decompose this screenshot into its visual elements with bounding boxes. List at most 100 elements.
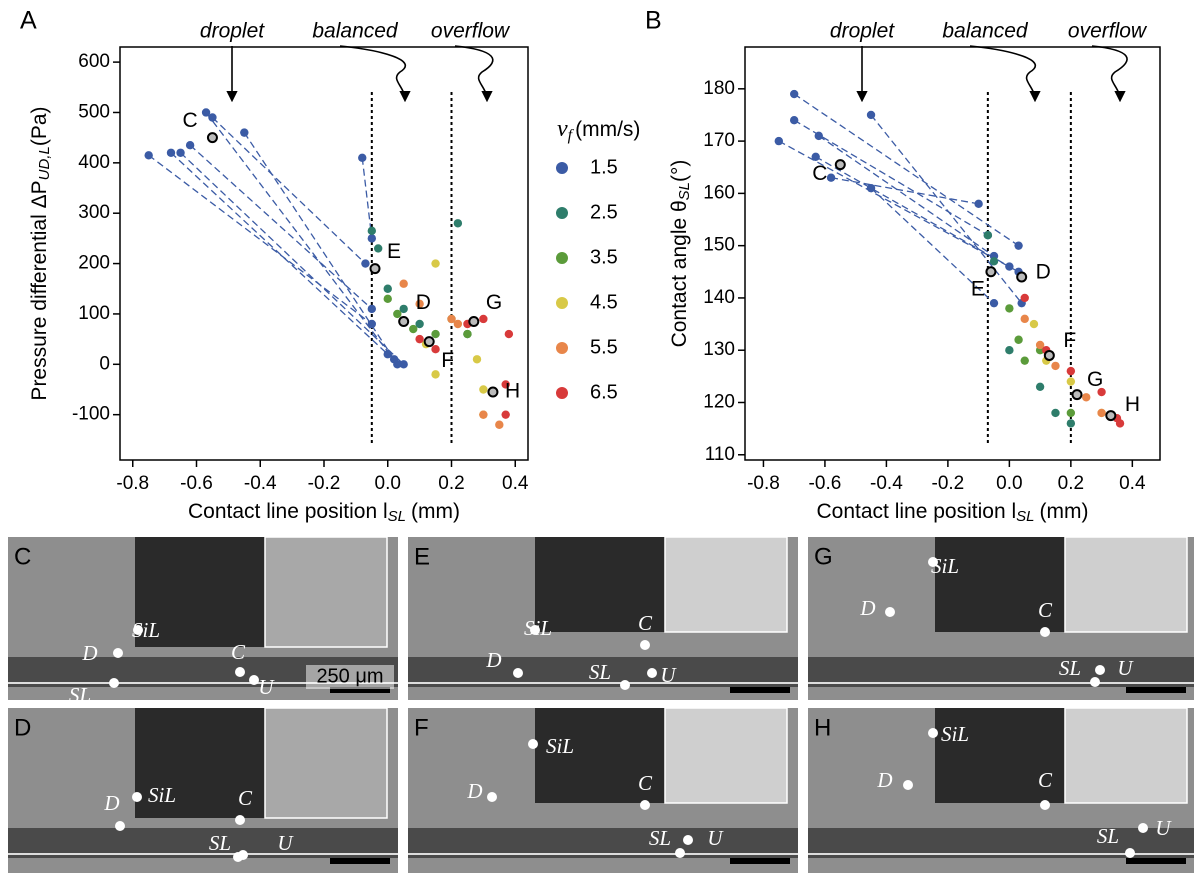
data-point <box>415 299 424 309</box>
scale-bar <box>1126 858 1186 864</box>
highlight-point <box>1071 389 1083 401</box>
image-panel: F D SiL C SL U <box>408 707 798 873</box>
data-point <box>361 259 370 268</box>
data-point <box>1066 419 1076 428</box>
data-point <box>453 319 463 329</box>
data-point <box>1051 361 1060 371</box>
image-panel: D D SiL C SL U <box>8 707 398 873</box>
scale-label: 250 μm <box>316 665 383 687</box>
x-tick-label: -0.4 <box>870 473 903 494</box>
data-point <box>144 151 153 160</box>
tag-label: D <box>103 791 119 815</box>
y-tick-label: 140 <box>703 287 735 308</box>
tag-dot <box>132 792 142 802</box>
tag-dot <box>683 835 693 845</box>
data-point <box>431 259 440 268</box>
tag-label: C <box>1038 598 1053 622</box>
tag-label: SL <box>1059 656 1081 680</box>
tag-dot <box>675 848 685 858</box>
y-label-sub: SL <box>676 182 693 200</box>
tag-dot <box>528 739 538 749</box>
tag-label: SiL <box>931 554 959 578</box>
scale-bar <box>730 687 790 693</box>
highlight-label: E <box>387 240 401 263</box>
y-label-unit: (°) <box>668 160 691 182</box>
annotation: droplet <box>830 20 895 43</box>
x-label-sub: SL <box>388 508 406 525</box>
plot-frame <box>744 46 1161 461</box>
silicon-block-light <box>1064 707 1188 804</box>
data-point <box>811 152 820 161</box>
legend-title-v: v <box>557 116 568 142</box>
image-panel: H D SiL C SL U <box>808 707 1194 873</box>
tag-label: SiL <box>132 618 160 642</box>
data-point <box>1035 340 1045 350</box>
data-point <box>826 173 836 182</box>
label-bg <box>8 537 38 571</box>
data-point <box>479 410 488 419</box>
panel-label: G <box>814 543 833 570</box>
highlight-point <box>985 266 997 278</box>
silicon-block <box>135 537 265 647</box>
highlight-label: F <box>441 349 454 372</box>
tag-dot <box>928 557 938 567</box>
highlight-point <box>1043 349 1055 361</box>
highlight-label: G <box>1087 368 1103 391</box>
annotation: overflow <box>431 20 511 43</box>
legend-label: 1.5 <box>590 156 618 178</box>
data-point <box>1020 293 1029 303</box>
x-tick-label: -0.2 <box>932 473 965 494</box>
legend-marker <box>556 207 568 219</box>
tag-label: U <box>660 663 677 687</box>
x-tick-label: -0.4 <box>244 473 277 494</box>
tag-dot <box>928 728 938 738</box>
tag-dot <box>640 640 650 650</box>
connector <box>189 144 373 310</box>
label-bg <box>8 708 38 742</box>
tag-label: C <box>638 771 653 795</box>
scale-bar <box>730 858 790 864</box>
panel-label: F <box>414 714 429 741</box>
label-bg <box>408 708 438 742</box>
data-point <box>208 113 217 122</box>
y-label-sub: UD,L <box>36 146 53 180</box>
legend-label: 2.5 <box>590 201 618 223</box>
legend-title-unit: (mm/s) <box>575 118 640 141</box>
data-point <box>501 410 510 419</box>
highlight-label: D <box>416 291 431 314</box>
silicon-block <box>935 708 1065 803</box>
silicon-block-light <box>264 707 388 819</box>
data-point <box>399 279 408 288</box>
data-point <box>1005 304 1014 313</box>
tag-dot <box>115 821 125 831</box>
highlight-point <box>398 315 410 327</box>
data-point <box>185 141 195 150</box>
connector <box>870 114 1023 304</box>
label-bg <box>808 537 838 571</box>
data-point <box>393 309 402 319</box>
data-point <box>415 319 424 329</box>
highlight-label: F <box>1063 329 1076 352</box>
silicon-block <box>935 537 1065 632</box>
y-axis-label: Pressure differential ΔPUD,L(Pa) <box>28 106 53 400</box>
legend-label: 3.5 <box>590 246 618 268</box>
annotation-arrow <box>1091 45 1128 103</box>
panel-label: D <box>14 714 31 741</box>
data-point <box>989 257 999 266</box>
data-point <box>1066 408 1076 418</box>
silicon-block-light <box>664 707 788 804</box>
panel-label: H <box>814 714 831 741</box>
data-point <box>866 110 876 120</box>
y-tick-label: 300 <box>78 202 110 223</box>
tag-dot <box>109 678 119 688</box>
data-point <box>1066 366 1076 376</box>
highlight-point <box>369 263 381 275</box>
connector <box>211 117 366 265</box>
data-point <box>463 329 472 339</box>
y-tick-label: 600 <box>78 51 110 72</box>
annotation: balanced <box>312 20 399 43</box>
silicon-block <box>535 537 665 632</box>
x-tick-label: 0.0 <box>996 473 1022 494</box>
highlight-point <box>468 315 480 327</box>
